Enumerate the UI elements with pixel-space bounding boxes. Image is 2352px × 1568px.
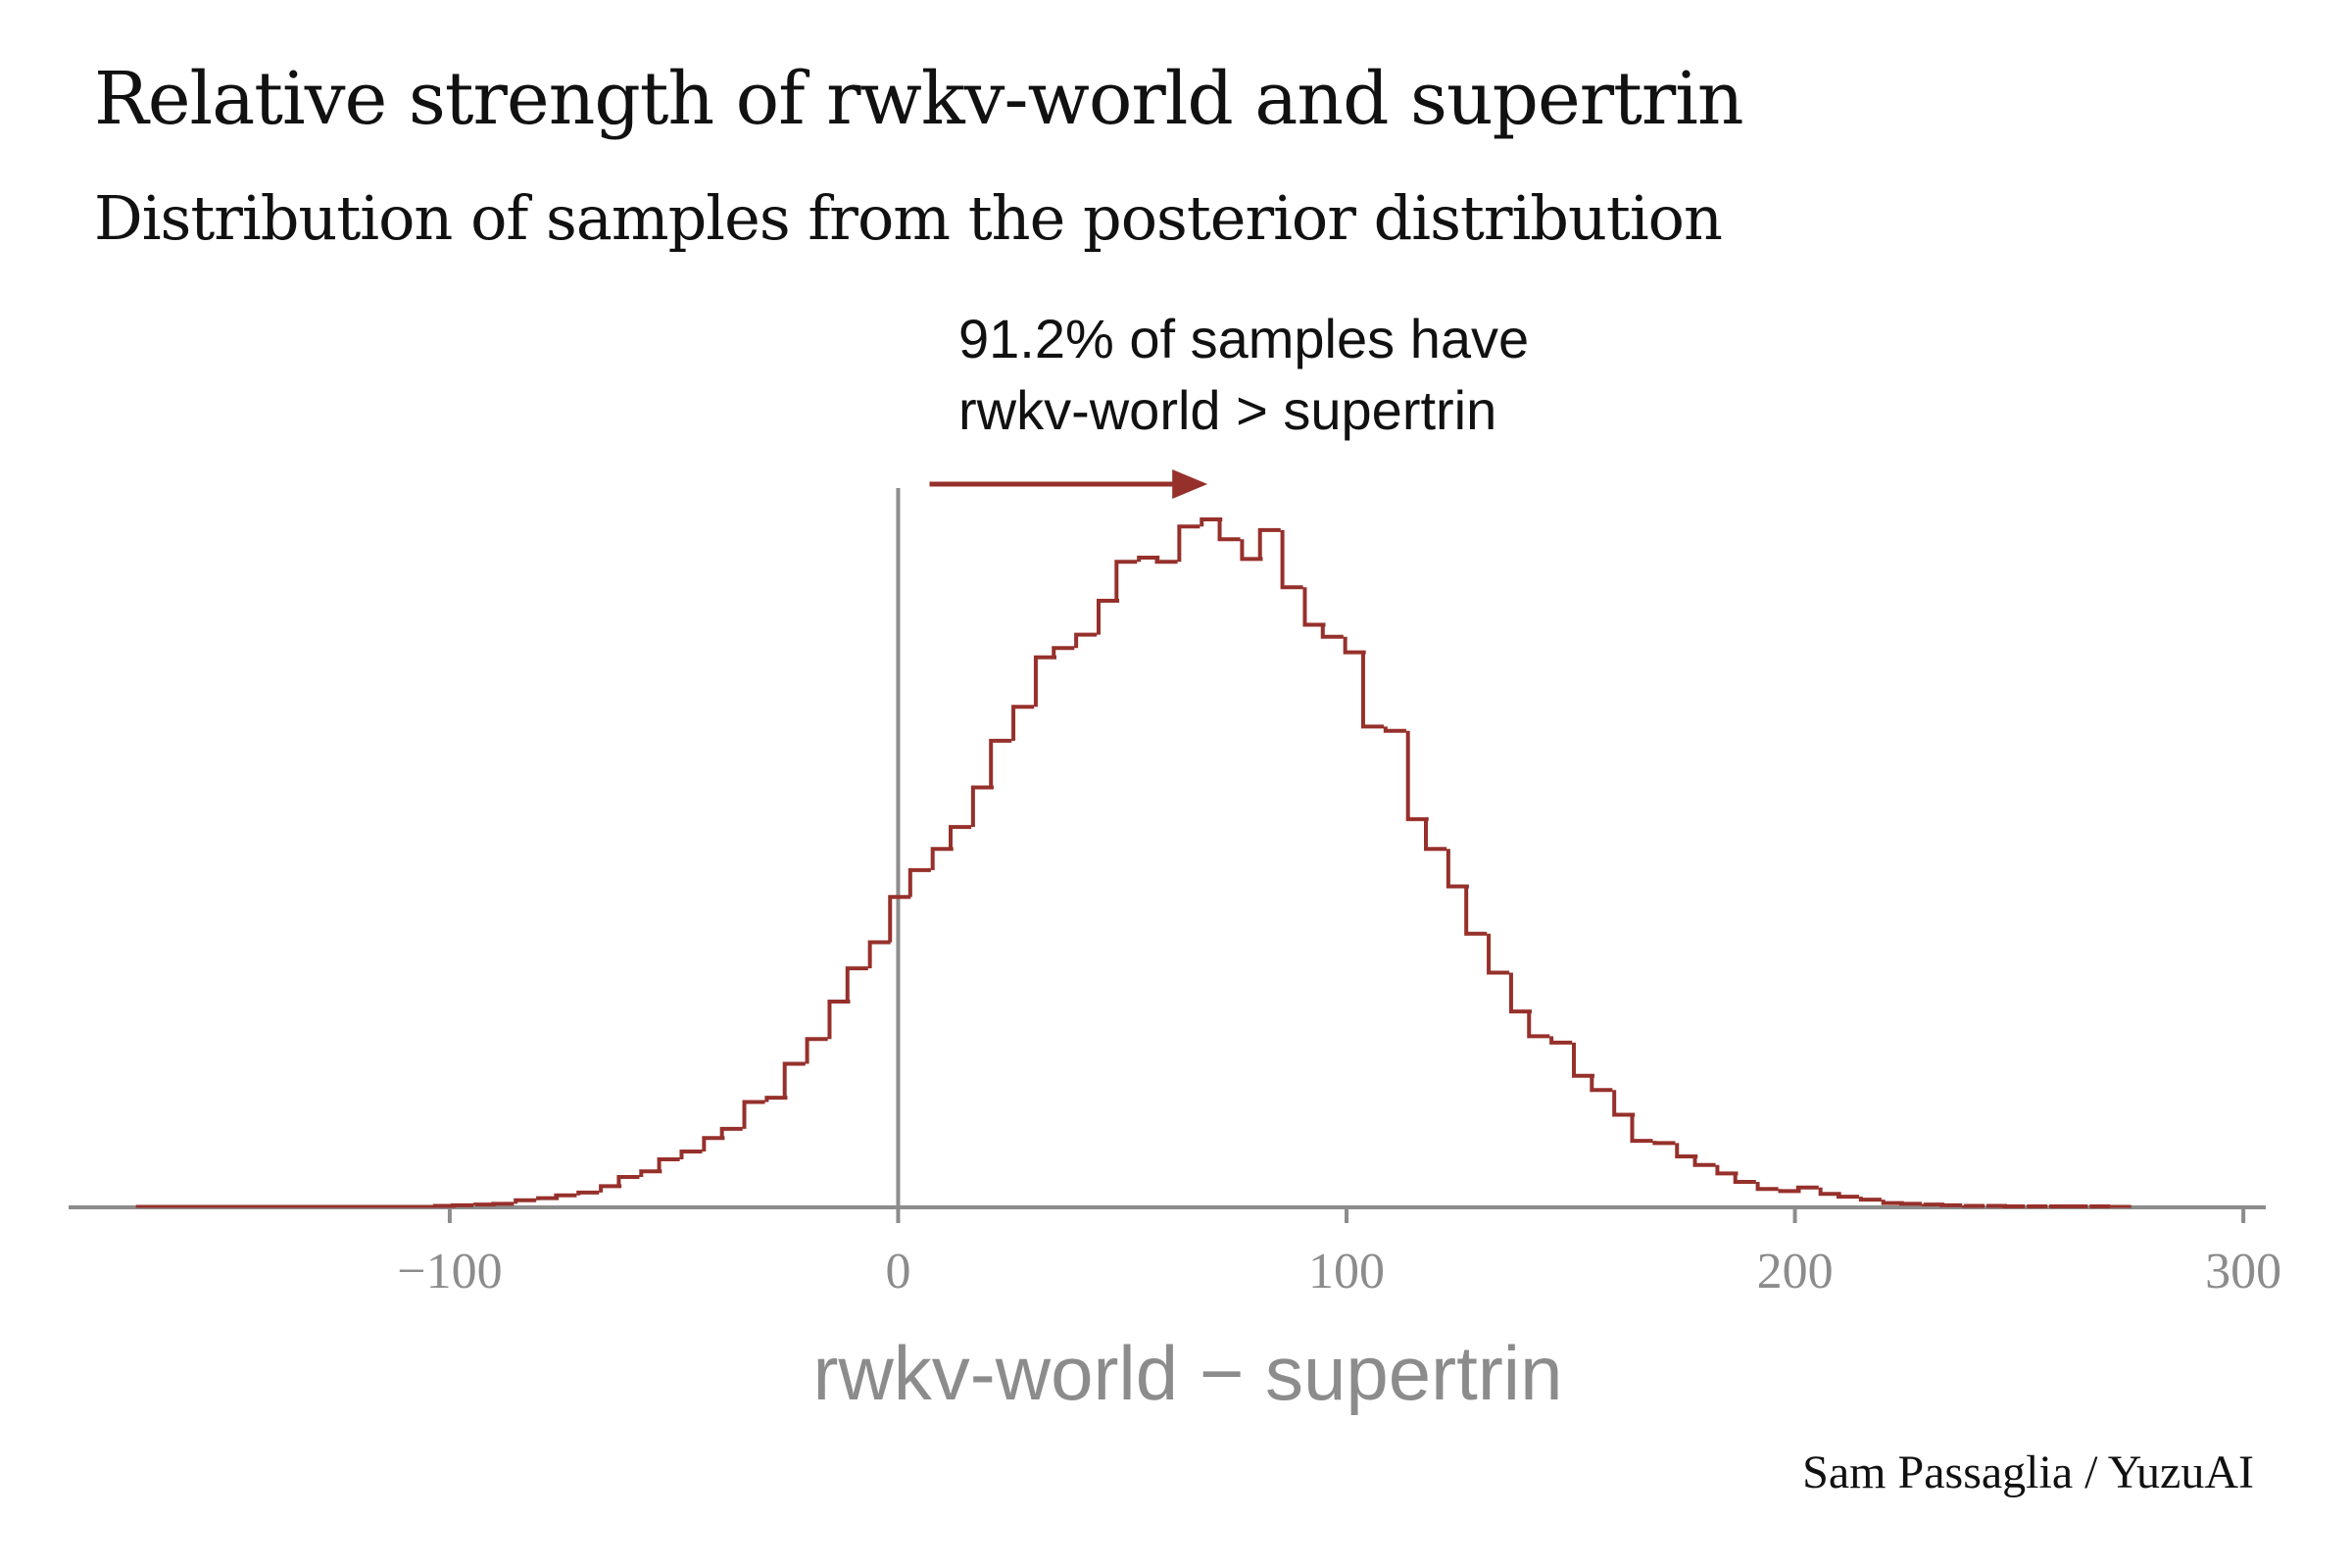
histogram-bin <box>1464 886 1488 936</box>
histogram-bin <box>657 1156 680 1172</box>
histogram-bin <box>1778 1189 1801 1194</box>
histogram-bin <box>827 1000 851 1040</box>
histogram-bin <box>554 1193 577 1199</box>
histogram-bin <box>576 1190 600 1196</box>
histogram-bin <box>1572 1042 1595 1078</box>
histogram-bin <box>930 847 954 870</box>
histogram-bin <box>451 1202 474 1207</box>
histogram-bin <box>1630 1114 1653 1144</box>
histogram-bin <box>989 738 1012 788</box>
histogram-bin <box>1257 527 1281 560</box>
annotation-layer: 91.2% of samples have rwkv-world > super… <box>929 308 1529 499</box>
histogram-bin <box>599 1184 622 1193</box>
histogram-bin <box>1652 1141 1676 1146</box>
histogram-bin <box>719 1126 743 1139</box>
histogram-bin <box>970 785 994 827</box>
histogram-bin <box>742 1100 765 1129</box>
x-axis-title: rwkv-world − supertrin <box>812 1330 1562 1416</box>
histogram-bin <box>1612 1090 1636 1117</box>
histogram-bin <box>1154 557 1178 564</box>
histogram-bin <box>1383 726 1406 733</box>
histogram-bin <box>1137 555 1160 563</box>
histogram-bin <box>1590 1075 1613 1093</box>
histogram-bin <box>679 1150 703 1159</box>
histogram-bin <box>536 1196 560 1200</box>
histogram-bin <box>845 966 868 1003</box>
histogram-bin <box>1755 1182 1779 1192</box>
x-tick-label: −100 <box>397 1244 502 1299</box>
annotation-arrow-head <box>1172 469 1208 499</box>
histogram-bin <box>805 1037 828 1064</box>
histogram-bin <box>1508 972 1532 1014</box>
histogram-bin <box>1343 636 1366 655</box>
histogram-bin <box>1733 1173 1756 1185</box>
histogram-bin <box>1818 1187 1841 1197</box>
histogram-bin <box>1715 1164 1739 1176</box>
histogram-bin <box>907 867 931 898</box>
histogram-bin <box>1011 705 1035 741</box>
histogram-bin <box>1899 1201 1923 1206</box>
histogram-bin <box>1033 655 1056 708</box>
histogram-bin <box>702 1136 725 1152</box>
histogram-bin <box>432 1203 456 1208</box>
histogram-bin <box>1921 1202 1944 1207</box>
histogram-bin <box>1446 849 1469 889</box>
histogram-bin <box>1114 560 1138 601</box>
histogram-bin <box>867 940 891 969</box>
x-tick-label: 100 <box>1308 1244 1385 1299</box>
histogram-bin <box>1487 933 1510 975</box>
histogram-bin <box>1074 632 1098 649</box>
histogram-bin <box>1302 587 1326 627</box>
histogram-bin <box>616 1174 640 1187</box>
histogram-bin <box>1240 539 1263 562</box>
histogram-bin <box>514 1198 537 1204</box>
annotation-line-1: 91.2% of samples have <box>958 308 1529 369</box>
histogram-bin <box>1527 1011 1550 1039</box>
histogram-bin <box>949 824 972 850</box>
histogram-bin <box>1320 624 1344 639</box>
axis-layer: −100 0 100 200 300 <box>69 488 2281 1299</box>
histogram-bin <box>1096 598 1120 635</box>
histogram-bin <box>1217 519 1241 542</box>
histogram-bin <box>1858 1197 1882 1202</box>
histogram-bin <box>639 1169 662 1177</box>
histogram-bin <box>1675 1143 1698 1159</box>
histogram-bin <box>1360 652 1384 729</box>
histogram-bin <box>472 1202 497 1207</box>
chart-subtitle: Distribution of samples from the posteri… <box>94 182 1723 254</box>
chart-title: Relative strength of rwkv-world and supe… <box>94 57 1744 141</box>
histogram-bin <box>764 1096 788 1102</box>
histogram-bin <box>1962 1203 1985 1208</box>
histogram-bin <box>1939 1202 1963 1207</box>
histogram-bin <box>888 895 911 943</box>
histogram-bin <box>1881 1200 1904 1205</box>
histogram-bin <box>782 1061 806 1099</box>
histogram-bin <box>1549 1036 1573 1045</box>
histogram-bin <box>1836 1194 1859 1200</box>
x-tick-label: 300 <box>2205 1244 2281 1299</box>
histogram-bin <box>1405 730 1429 821</box>
histogram-bin <box>1177 524 1200 563</box>
histogram-bin <box>491 1201 514 1206</box>
histogram-bin <box>1052 646 1075 658</box>
histogram-bin <box>1424 818 1447 852</box>
histogram-bin <box>1280 529 1303 590</box>
x-tick-label: 200 <box>1757 1244 1834 1299</box>
x-tick-label: 0 <box>885 1244 910 1299</box>
histogram-bin <box>1200 517 1223 527</box>
credit-line: Sam Passaglia / YuzuAI <box>1802 1446 2254 1498</box>
histogram-bin <box>1692 1156 1716 1167</box>
histogram-layer <box>135 517 2132 1208</box>
annotation-line-2: rwkv-world > supertrin <box>958 379 1496 441</box>
histogram-bin <box>1795 1185 1819 1192</box>
